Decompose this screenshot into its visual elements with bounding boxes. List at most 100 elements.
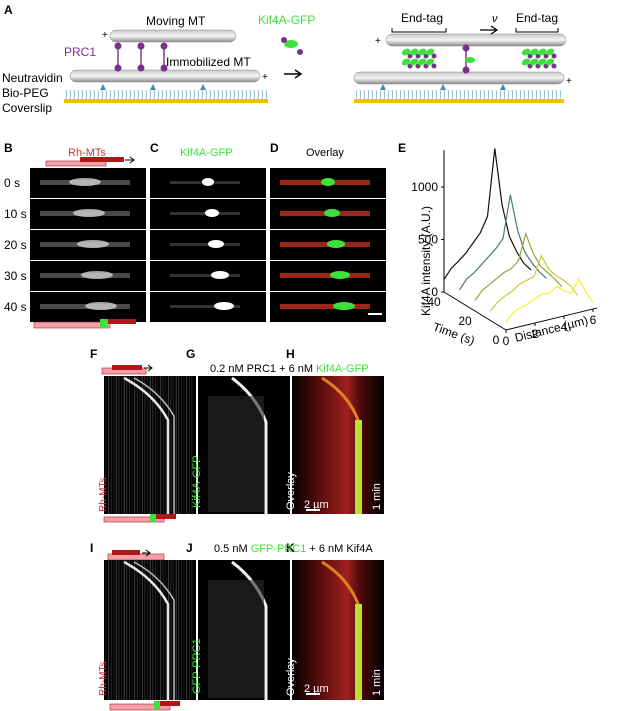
- peg-strand: [539, 89, 541, 100]
- peg-strand: [355, 89, 357, 100]
- overlay-red-signal: [280, 273, 370, 278]
- peg-strand: [121, 89, 123, 100]
- peg-strand: [165, 89, 167, 100]
- prc1-head: [160, 42, 168, 50]
- peg-strand: [125, 89, 127, 100]
- kymo-green-haze: [208, 580, 264, 698]
- peg-strand: [209, 89, 211, 100]
- kif4a-motor: [537, 48, 547, 56]
- prc1-head: [114, 64, 122, 72]
- kymo-moving-edge: [133, 377, 175, 514]
- kif4a-motor: [545, 58, 555, 66]
- peg-strand: [407, 89, 409, 100]
- end-tag-label-right: End-tag: [516, 11, 558, 25]
- plus-end-moving: +: [102, 30, 108, 41]
- kymo1-condition: 0.2 nM PRC1 + 6 nM Kif4A-GFP: [210, 363, 369, 375]
- peg-strand: [193, 89, 195, 100]
- peg-strand: [507, 89, 509, 100]
- kif4a-signal: [170, 305, 240, 308]
- kif4a-signal: [170, 212, 240, 215]
- kymo2-condition: 0.5 nM GFP-PRC1 + 6 nM Kif4A: [214, 543, 373, 555]
- prc1-head: [114, 42, 122, 50]
- schematic-end-tag: [100, 319, 108, 328]
- neutravidin-mark: [440, 84, 446, 90]
- overlay-red-signal: [280, 304, 370, 309]
- peg-strand: [515, 89, 517, 100]
- peg-strand: [185, 89, 187, 100]
- peg-strand: [491, 89, 493, 100]
- peg-strand: [129, 89, 131, 100]
- peg-strand: [551, 89, 553, 100]
- z-tick-label: 0: [431, 285, 438, 299]
- neutravidin-mark: [200, 84, 206, 90]
- kif4a-motor: [521, 58, 531, 66]
- peg-strand: [145, 89, 147, 100]
- kymo1-condition-prefix: 0.2 nM PRC1 + 6 nM: [210, 363, 316, 375]
- kymo1-schematic-moving-end: [150, 514, 176, 519]
- panel-a: A + + Moving MT Immobilized MT PRC1 Neut…: [2, 3, 572, 115]
- kymo-moving-edge: [133, 561, 175, 700]
- kymo2-scale-bar-x: [306, 693, 320, 695]
- kif4a-signal: [170, 243, 240, 246]
- kif4a-signal: [170, 274, 240, 277]
- kymo-overlay-red: [292, 376, 384, 514]
- peg-strand: [543, 89, 545, 100]
- peg-strand: [261, 89, 263, 100]
- velocity-arrow-icon: [480, 25, 499, 35]
- kif4a-motor: [521, 48, 531, 56]
- peg-strand: [113, 89, 115, 100]
- distance-tick-label: 4: [561, 320, 568, 334]
- panel-letter-g: G: [186, 347, 195, 361]
- kymo2-scale-x: 2 µm: [304, 683, 329, 695]
- peg-strand: [431, 89, 433, 100]
- kymograph-set-2: [104, 560, 384, 700]
- mt-bright-spot: [85, 302, 117, 310]
- peg-strand: [77, 89, 79, 100]
- intensity-trace: [458, 194, 547, 291]
- peg-strand: [495, 89, 497, 100]
- time-labels: 0 s 10 s 20 s 30 s 40 s: [4, 176, 27, 314]
- neutravidin-mark: [100, 84, 106, 90]
- kif4a-motor: [409, 48, 419, 56]
- peg-strand: [555, 89, 557, 100]
- schematic-mt-bottom: [45, 160, 107, 167]
- peg-strand: [133, 89, 135, 100]
- intensity-trace: [474, 231, 563, 301]
- kymo1-condition-highlight: Kif4A-GFP: [316, 363, 369, 375]
- kif4a-motor: [409, 58, 419, 66]
- peg-strand: [157, 89, 159, 100]
- panel-letter-h: H: [286, 347, 295, 361]
- peg-strand: [391, 89, 393, 100]
- kymo2-condition-prefix: 0.5 nM: [214, 543, 251, 555]
- time-label: 10 s: [4, 207, 27, 221]
- kymo-overlay-green-track: [355, 420, 362, 514]
- peg-strand: [249, 89, 251, 100]
- kymo2-label-overlay: Overlay: [285, 658, 297, 696]
- plus-end-right-moving: +: [375, 36, 381, 47]
- mt-bright-spot: [69, 178, 101, 186]
- peg-strand: [97, 89, 99, 100]
- peg-strand: [137, 89, 139, 100]
- kif4a-motor: [529, 58, 539, 66]
- peg-strand: [439, 89, 441, 100]
- kymo-moving-edge: [123, 376, 170, 514]
- panel-letter-c: C: [150, 141, 159, 155]
- schematic-mt-moving: [80, 157, 124, 162]
- time-tick-label: 20: [458, 314, 472, 328]
- peg-strand: [403, 89, 405, 100]
- time-axis: [443, 291, 507, 331]
- kif4a-bright-spot: [208, 240, 224, 248]
- time-tick-label: 40: [427, 295, 441, 309]
- end-tag-label-left: End-tag: [401, 11, 443, 25]
- peg-strand: [419, 89, 421, 100]
- kymo2-condition-suffix: + 6 nM Kif4A: [306, 543, 373, 555]
- kymo1-scale-bar-t: [384, 484, 386, 502]
- peg-strand: [265, 89, 267, 100]
- peg-strand: [427, 89, 429, 100]
- plus-end-right-immobilized: +: [566, 76, 572, 87]
- peg-strand: [73, 89, 75, 100]
- peg-strand: [511, 89, 513, 100]
